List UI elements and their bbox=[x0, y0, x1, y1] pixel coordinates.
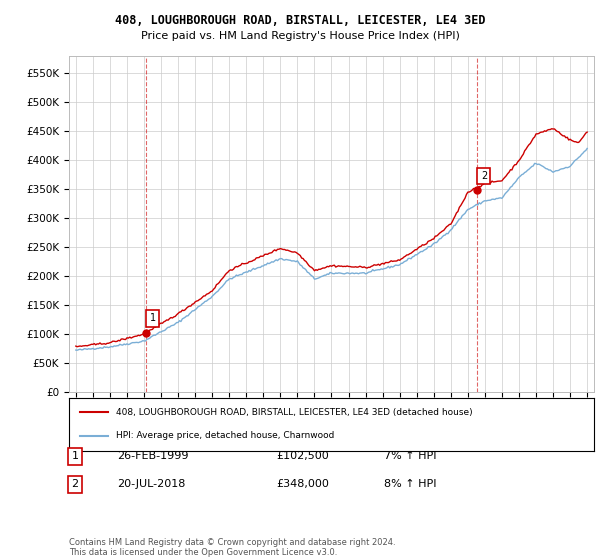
Text: 1: 1 bbox=[71, 451, 79, 461]
Text: 408, LOUGHBOROUGH ROAD, BIRSTALL, LEICESTER, LE4 3ED (detached house): 408, LOUGHBOROUGH ROAD, BIRSTALL, LEICES… bbox=[116, 408, 473, 417]
Text: 26-FEB-1999: 26-FEB-1999 bbox=[117, 451, 188, 461]
Text: £348,000: £348,000 bbox=[276, 479, 329, 489]
Text: £102,500: £102,500 bbox=[276, 451, 329, 461]
Text: 8% ↑ HPI: 8% ↑ HPI bbox=[384, 479, 437, 489]
Text: 1: 1 bbox=[150, 313, 156, 323]
Text: 20-JUL-2018: 20-JUL-2018 bbox=[117, 479, 185, 489]
Text: Price paid vs. HM Land Registry's House Price Index (HPI): Price paid vs. HM Land Registry's House … bbox=[140, 31, 460, 41]
Text: 2: 2 bbox=[71, 479, 79, 489]
Text: Contains HM Land Registry data © Crown copyright and database right 2024.
This d: Contains HM Land Registry data © Crown c… bbox=[69, 538, 395, 557]
Text: 7% ↑ HPI: 7% ↑ HPI bbox=[384, 451, 437, 461]
Text: 408, LOUGHBOROUGH ROAD, BIRSTALL, LEICESTER, LE4 3ED: 408, LOUGHBOROUGH ROAD, BIRSTALL, LEICES… bbox=[115, 14, 485, 27]
Text: 2: 2 bbox=[481, 171, 487, 181]
Text: HPI: Average price, detached house, Charnwood: HPI: Average price, detached house, Char… bbox=[116, 431, 335, 440]
